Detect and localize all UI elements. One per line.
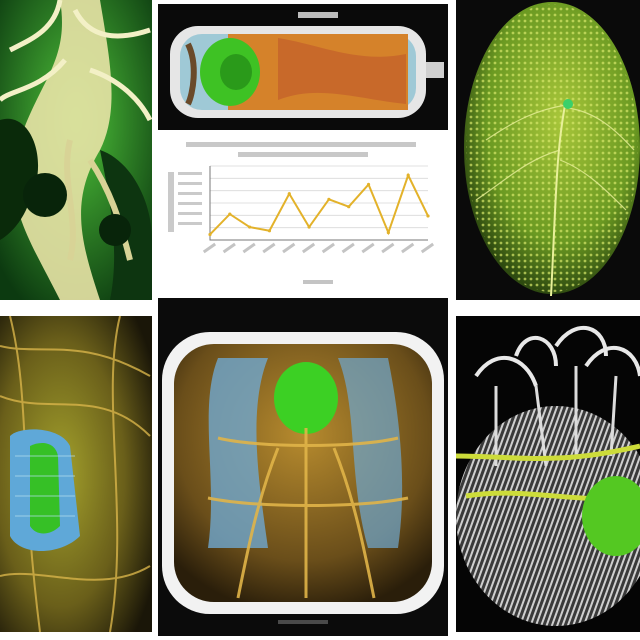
vein-network-panel [0, 316, 152, 632]
chart-axes [209, 166, 428, 241]
framed-organ-illustration [158, 298, 448, 636]
branching-structure-illustration [0, 0, 152, 300]
branching-structure-panel [0, 0, 152, 300]
garbled-tick-label [242, 242, 256, 254]
garbled-tick-label [262, 242, 276, 254]
garbled-x-labels [202, 242, 435, 254]
data-point [347, 205, 351, 209]
garbled-title [186, 142, 416, 157]
data-point [228, 212, 232, 216]
garbled-tick-label [420, 242, 435, 254]
green-leaf-panel [456, 0, 640, 300]
data-point [406, 173, 410, 177]
data-point [386, 231, 390, 235]
line-chart [168, 142, 435, 284]
garbled-tick-label [222, 242, 236, 254]
garbled-tick-label [341, 242, 355, 254]
axis-line [209, 166, 428, 241]
data-point [248, 225, 252, 229]
chart-points [208, 172, 430, 237]
framed-organ-panel [158, 298, 448, 636]
data-point [307, 225, 311, 229]
chart-panel [158, 132, 448, 298]
garbled-y-labels [168, 172, 202, 232]
chart-grid [210, 165, 428, 241]
garbled-tick-label [202, 242, 217, 254]
fibrous-tissue-illustration [456, 316, 640, 632]
data-point [208, 232, 212, 237]
data-point [426, 214, 430, 218]
garbled-tick-label [282, 242, 296, 254]
data-point [327, 197, 331, 201]
green-leaf-texture-illustration [456, 0, 640, 300]
fibrous-tissue-panel [456, 316, 640, 632]
data-point [366, 182, 371, 187]
vein-network-illustration [0, 316, 152, 632]
garbled-x-title [303, 280, 333, 284]
tube-cross-section-illustration [158, 4, 448, 130]
garbled-tick-label [401, 242, 415, 254]
series-line [209, 172, 429, 236]
garbled-tick-label [321, 242, 335, 254]
garbled-tick-label [361, 242, 375, 254]
garbled-tick-label [301, 242, 316, 254]
data-point [287, 192, 291, 196]
data-point [267, 229, 272, 233]
garbled-tick-label [381, 242, 395, 254]
tube-cross-section-panel [158, 4, 448, 130]
